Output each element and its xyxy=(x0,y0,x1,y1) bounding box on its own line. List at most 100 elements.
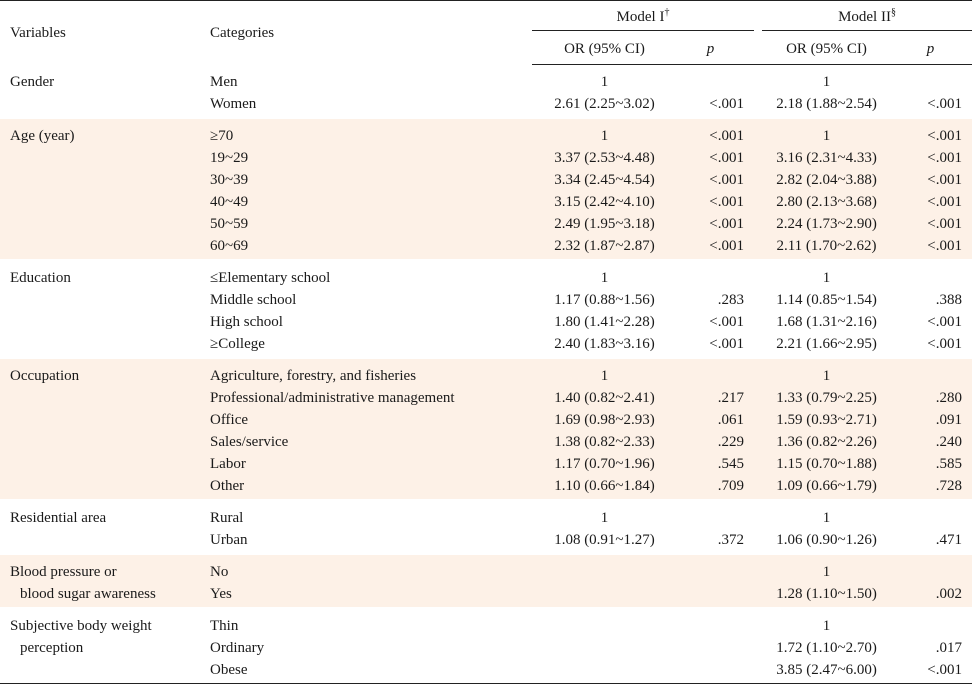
category-cell: No xyxy=(210,564,229,580)
p-value-model-1-cell xyxy=(677,659,754,683)
p-value-model-1-cell: .709 xyxy=(717,478,745,494)
table-row: 40~49 3.15 (2.42~4.10) <.001 2.80 (2.13~3.6… xyxy=(0,191,972,213)
category-cell: Other xyxy=(210,478,245,494)
table-row: 50~59 2.49 (1.95~3.18) <.001 2.24 (1.73~2.9… xyxy=(0,213,972,235)
or-ci-model-2-cell: 2.21 (1.66~2.95) xyxy=(776,336,877,352)
or-ci-model-1-cell: 3.34 (2.45~4.54) xyxy=(554,172,655,188)
category-cell: Women xyxy=(210,96,257,112)
p-value-model-1-cell: <.001 xyxy=(709,336,745,352)
p-value-model-2-cell xyxy=(899,261,972,289)
variable-label-line: Education xyxy=(10,270,71,286)
or-ci-model-2-cell: 1.33 (0.79~2.25) xyxy=(776,390,877,406)
or-ci-model-1-cell: 1 xyxy=(600,74,609,90)
p-value-model-1-cell: <.001 xyxy=(709,96,745,112)
or-ci-model-2-cell: 1 xyxy=(822,74,831,90)
or-ci-model-1-cell: 3.37 (2.53~4.48) xyxy=(554,150,655,166)
header-model-2: Model II§ xyxy=(754,1,972,35)
header-or-ci-model-1: OR (95% CI) xyxy=(532,34,677,65)
variable-cell: Residential area xyxy=(0,501,200,553)
category-cell: 50~59 xyxy=(210,216,249,232)
category-cell: Labor xyxy=(210,456,246,472)
or-ci-model-2-cell: 3.16 (2.31~4.33) xyxy=(776,150,877,166)
p-value-model-1-cell xyxy=(677,65,754,94)
or-ci-model-1-cell: 1 xyxy=(600,368,609,384)
or-ci-model-2-cell: 1.36 (0.82~2.26) xyxy=(776,434,877,450)
table-row: Gender Men 1 1 xyxy=(0,65,972,94)
variable-label-line: Subjective body weight xyxy=(10,618,152,634)
category-cell: Office xyxy=(210,412,249,428)
category-cell: Middle school xyxy=(210,292,297,308)
p-value-model-2-cell: <.001 xyxy=(927,194,963,210)
variable-label-line: Occupation xyxy=(10,368,80,384)
category-cell: Urban xyxy=(210,532,248,548)
header-variables: Variables xyxy=(10,24,66,41)
or-ci-model-1-cell xyxy=(532,637,677,659)
p-value-model-2-cell: .002 xyxy=(935,586,963,602)
category-cell: ≤Elementary school xyxy=(210,270,331,286)
p-value-model-2-cell: <.001 xyxy=(927,238,963,254)
variable-label-line: perception xyxy=(20,640,84,656)
variable-cell: Gender xyxy=(0,65,200,118)
p-value-model-2-cell: <.001 xyxy=(927,150,963,166)
p-value-model-2-cell: .585 xyxy=(935,456,963,472)
p-value-model-2-cell xyxy=(899,609,972,637)
or-ci-model-2-cell: 1 xyxy=(822,270,831,286)
or-ci-model-1-cell: 2.49 (1.95~3.18) xyxy=(554,216,655,232)
or-ci-model-1-cell: 1 xyxy=(600,510,609,526)
p-value-model-1-cell: <.001 xyxy=(709,194,745,210)
table-row: Ordinary 1.72 (1.10~2.70) .017 xyxy=(0,637,972,659)
or-ci-model-2-cell: 1.68 (1.31~2.16) xyxy=(776,314,877,330)
p-value-model-2-cell: <.001 xyxy=(927,96,963,112)
or-ci-model-2-cell: 2.82 (2.04~3.88) xyxy=(776,172,877,188)
or-ci-model-1-cell: 1.17 (0.88~1.56) xyxy=(554,292,655,308)
header-categories: Categories xyxy=(210,24,275,41)
p-value-model-2-cell: .280 xyxy=(935,390,963,406)
or-ci-model-1-cell: 1.17 (0.70~1.96) xyxy=(554,456,655,472)
or-ci-model-1-cell: 1.10 (0.66~1.84) xyxy=(554,478,655,494)
category-cell: Rural xyxy=(210,510,244,526)
model-1-footnote-mark: † xyxy=(664,7,670,18)
p-value-model-1-cell: <.001 xyxy=(709,216,745,232)
p-value-model-1-cell: .061 xyxy=(717,412,745,428)
category-cell: ≥College xyxy=(210,336,265,352)
p-value-model-2-cell xyxy=(899,65,972,94)
p-value-model-1-cell: .229 xyxy=(717,434,745,450)
variable-cell: Subjective body weight perception xyxy=(0,609,200,683)
or-ci-model-2-cell: 1.06 (0.90~1.26) xyxy=(776,532,877,548)
or-ci-model-2-cell: 2.24 (1.73~2.90) xyxy=(776,216,877,232)
p-value-model-1-cell xyxy=(677,583,754,607)
p-value-model-2-cell: <.001 xyxy=(927,314,963,330)
or-ci-model-1-cell: 2.61 (2.25~3.02) xyxy=(554,96,655,112)
p-value-model-2-cell: <.001 xyxy=(927,216,963,232)
p-value-model-1-cell xyxy=(677,637,754,659)
p-value-model-2-cell: .017 xyxy=(935,640,963,656)
header-model-1: Model I† xyxy=(532,1,755,35)
variable-label-line: Age (year) xyxy=(10,128,75,144)
or-ci-model-1-cell: 1 xyxy=(600,270,609,286)
or-ci-model-2-cell: 1.09 (0.66~1.79) xyxy=(776,478,877,494)
variable-cell: Age (year) xyxy=(0,119,200,259)
p-value-model-1-cell: .372 xyxy=(717,532,745,548)
p-value-model-2-cell: <.001 xyxy=(927,662,963,678)
header-p-model-2: p xyxy=(899,34,972,65)
p-value-model-1-cell: <.001 xyxy=(709,314,745,330)
p-value-model-1-cell: <.001 xyxy=(709,128,745,144)
p-value-model-1-cell xyxy=(677,609,754,637)
p-value-model-1-cell: .283 xyxy=(717,292,745,308)
p-value-model-1-cell: <.001 xyxy=(709,172,745,188)
or-ci-model-2-cell: 1 xyxy=(822,564,831,580)
or-ci-model-2-cell: 1.28 (1.10~1.50) xyxy=(776,586,877,602)
or-ci-model-1-cell: 1 xyxy=(600,128,609,144)
category-cell: Professional/administrative management xyxy=(210,390,455,406)
model-1-label: Model I xyxy=(616,9,665,25)
table-header: Variables Categories Model I† Model II§ … xyxy=(0,0,972,65)
or-ci-model-1-cell: 3.15 (2.42~4.10) xyxy=(554,194,655,210)
table-row: Subjective body weight perception Thin 1 xyxy=(0,609,972,656)
or-ci-model-2-cell: 1.59 (0.93~2.71) xyxy=(776,412,877,428)
table-row: Age (year) ≥70 1 <.001 1 <.001 xyxy=(0,119,972,147)
table-row: Education ≤Elementary school 1 1 xyxy=(0,261,972,289)
category-cell: Yes xyxy=(210,586,232,602)
variable-label-line: Gender xyxy=(10,73,55,90)
model-2-label: Model II xyxy=(838,9,891,25)
